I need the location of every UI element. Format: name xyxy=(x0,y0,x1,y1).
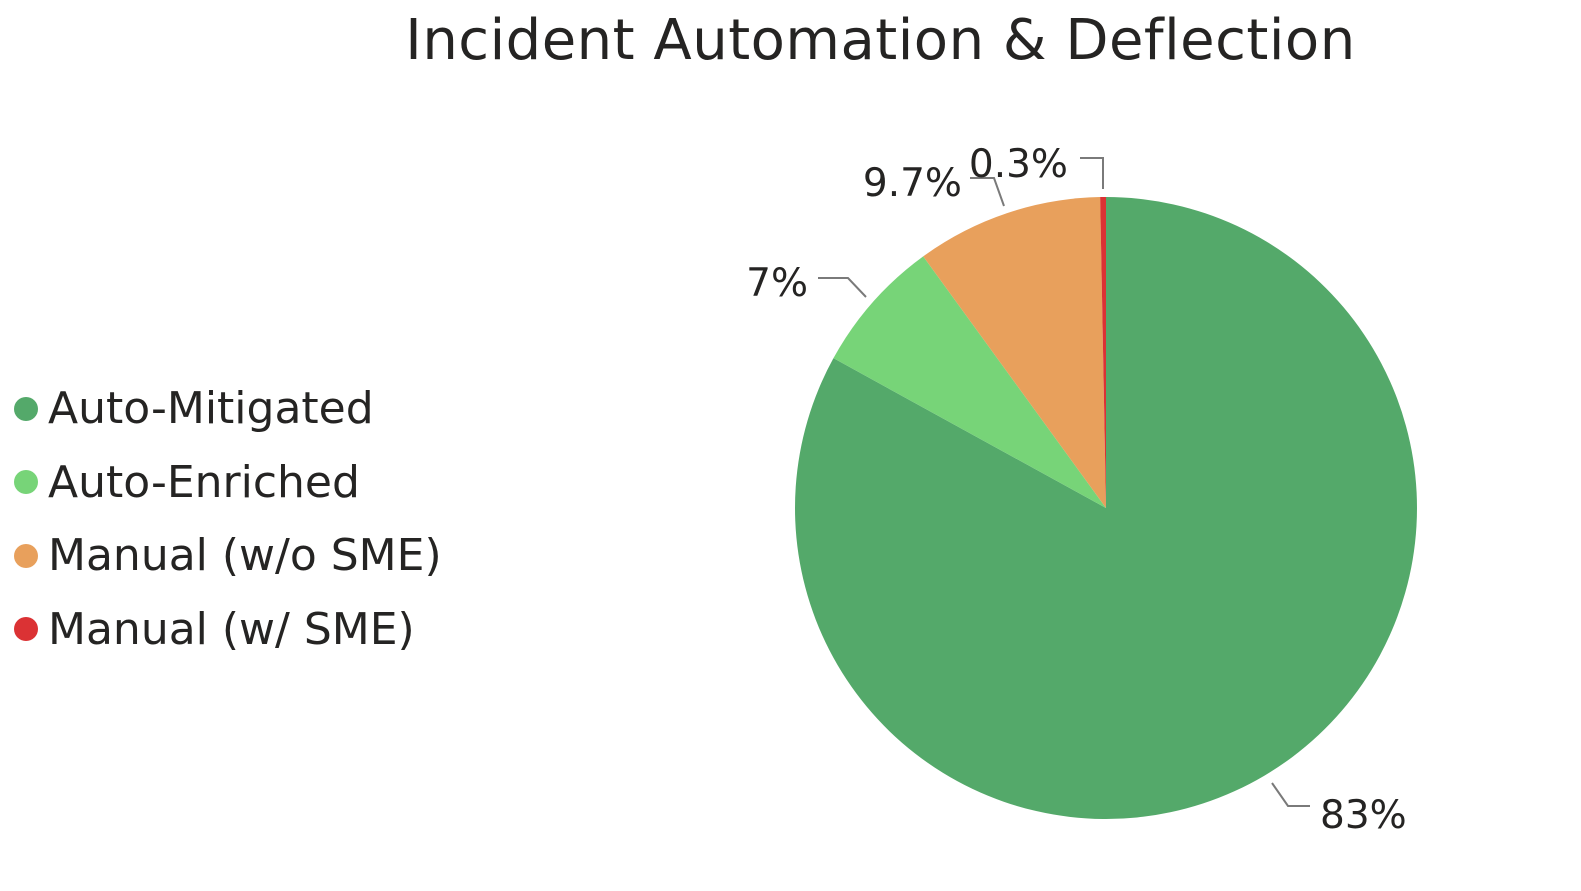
leader-line xyxy=(1271,782,1310,807)
legend-swatch xyxy=(14,617,38,642)
data-label: 0.3% xyxy=(969,142,1068,187)
legend-label: Auto-Mitigated xyxy=(48,383,374,435)
pie-slice-manual-w-sme[interactable] xyxy=(1100,197,1106,508)
pie-slice-auto-mitigated[interactable] xyxy=(794,197,1417,820)
legend-item-auto-enriched[interactable]: Auto-Enriched xyxy=(14,446,442,520)
legend-swatch xyxy=(14,543,38,568)
data-label: 7% xyxy=(746,261,808,306)
legend-label: Manual (w/ SME) xyxy=(48,603,415,655)
pie-slices xyxy=(794,197,1417,820)
pie-slice-manual-w-o-sme[interactable] xyxy=(923,197,1106,508)
legend-swatch xyxy=(14,396,38,421)
legend-item-auto-mitigated[interactable]: Auto-Mitigated xyxy=(14,372,442,446)
pie-slice-auto-enriched[interactable] xyxy=(833,256,1106,508)
chart-title: Incident Automation & Deflection xyxy=(405,8,1356,73)
leader-line xyxy=(970,177,1005,207)
legend-label: Manual (w/o SME) xyxy=(48,530,442,582)
data-label: 9.7% xyxy=(863,161,962,206)
leader-lines xyxy=(818,157,1310,807)
data-labels: 83% 7% 9.7% 0.3% xyxy=(746,142,1407,838)
legend-swatch xyxy=(14,470,38,495)
legend-item-manual-w-sme[interactable]: Manual (w/ SME) xyxy=(14,593,442,667)
leader-line xyxy=(1080,157,1104,189)
legend-item-manual-wo-sme[interactable]: Manual (w/o SME) xyxy=(14,519,442,593)
legend-label: Auto-Enriched xyxy=(48,456,360,508)
data-label: 83% xyxy=(1320,793,1407,838)
leader-line xyxy=(818,277,867,298)
legend: Auto-Mitigated Auto-Enriched Manual (w/o… xyxy=(14,372,442,666)
